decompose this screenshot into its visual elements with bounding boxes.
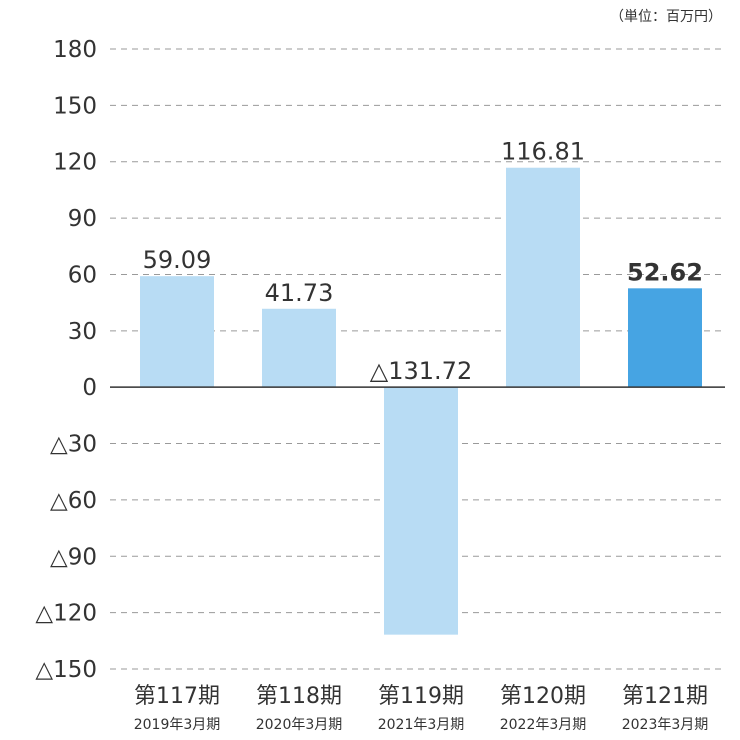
x-category-label: 第118期: [256, 684, 342, 709]
data-label: 59.09: [143, 246, 212, 274]
bar: [506, 167, 580, 388]
x-category-label: 第121期: [622, 684, 708, 709]
y-tick-label: △90: [50, 544, 97, 570]
y-tick-label: △120: [35, 601, 97, 627]
data-label: 41.73: [265, 279, 334, 307]
data-labels: 59.09 41.73 △131.72 116.81 52.62: [143, 138, 703, 385]
bar: [384, 387, 458, 635]
y-tick-label: 150: [53, 93, 97, 119]
unit-note: （単位：百万円）: [610, 9, 722, 25]
x-sub-label: 2022年3月期: [500, 717, 587, 733]
y-tick-label: 0: [82, 375, 97, 401]
x-axis-labels: 第117期 2019年3月期 第118期 2020年3月期 第119期 2021年3月期 第…: [134, 684, 709, 733]
y-tick-label: △150: [35, 657, 97, 683]
x-sub-label: 2021年3月期: [378, 717, 465, 733]
x-sub-label: 2023年3月期: [622, 717, 709, 733]
y-tick-label: 60: [68, 262, 97, 288]
bar: [140, 276, 214, 388]
bars: [140, 167, 702, 635]
bar: [262, 308, 336, 388]
x-category-label: 第117期: [134, 684, 220, 709]
x-sub-label: 2019年3月期: [134, 717, 221, 733]
data-label: △131.72: [370, 357, 472, 385]
y-tick-label: 180: [53, 37, 97, 63]
y-tick-label: △30: [50, 432, 97, 458]
x-category-label: 第120期: [500, 684, 586, 709]
y-tick-label: 30: [68, 319, 97, 345]
y-tick-label: 120: [53, 150, 97, 176]
x-category-label: 第119期: [378, 684, 464, 709]
data-label: 116.81: [501, 138, 585, 166]
y-tick-label: 90: [68, 206, 97, 232]
y-axis-ticks: 180 150 120 90 60 30 0 △30 △60 △90 △120 △150: [35, 37, 97, 683]
data-label: 52.62: [627, 258, 703, 286]
bar: [628, 288, 702, 388]
y-tick-label: △60: [50, 488, 97, 514]
x-sub-label: 2020年3月期: [256, 717, 343, 733]
